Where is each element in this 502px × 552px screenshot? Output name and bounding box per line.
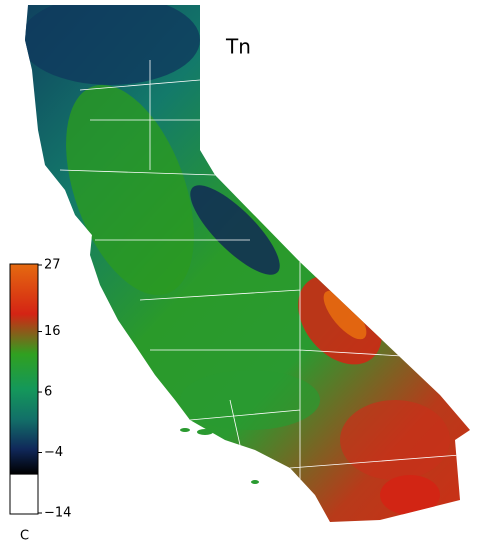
island <box>251 480 259 484</box>
island <box>180 428 190 432</box>
tick-label: −4 <box>44 445 63 460</box>
tick-label: 6 <box>44 385 52 400</box>
colorbar-ticks: 27 16 6 −4 −14 <box>38 258 71 521</box>
map-title: Tn <box>225 35 251 59</box>
colorbar-unit: C <box>20 529 29 544</box>
island <box>197 429 213 435</box>
colorbar <box>9 263 39 515</box>
tick-label: 16 <box>44 324 61 339</box>
tick-label: 27 <box>44 258 61 273</box>
tick-label: −14 <box>44 506 71 521</box>
